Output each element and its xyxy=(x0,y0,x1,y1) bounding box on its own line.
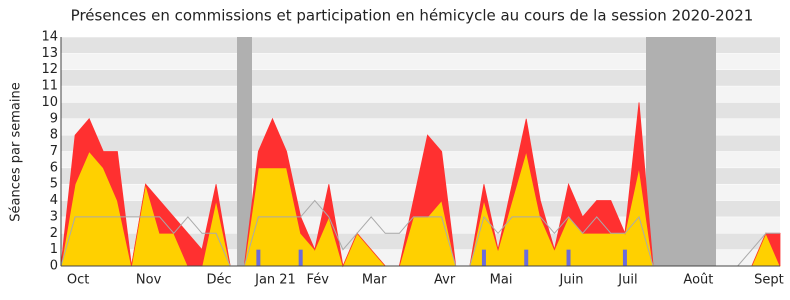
x-tick-label: Jan 21 xyxy=(254,273,296,288)
y-tick-label: 5 xyxy=(50,177,58,192)
x-tick-label: Mar xyxy=(362,273,387,288)
y-tick-label: 2 xyxy=(50,226,58,241)
holiday xyxy=(646,37,716,266)
y-tick-label: 1 xyxy=(50,242,58,257)
x-tick-label: Sept xyxy=(754,273,784,288)
y-tick-label: 3 xyxy=(50,209,58,224)
x-tick-label: Oct xyxy=(67,273,89,288)
y-tick-label: 14 xyxy=(41,30,58,45)
marker-bar xyxy=(298,249,303,266)
marker-bar xyxy=(622,249,627,266)
y-tick-label: 13 xyxy=(41,46,58,61)
marker-bar xyxy=(481,249,486,266)
x-tick-label: Juin xyxy=(559,273,584,288)
y-tick-label: 11 xyxy=(41,79,58,94)
x-tick-label: Avr xyxy=(434,273,456,288)
chart-title: Présences en commissions et participatio… xyxy=(71,7,754,25)
y-tick-label: 0 xyxy=(50,259,58,274)
y-tick-label: 6 xyxy=(50,160,58,175)
x-tick-label: Nov xyxy=(136,273,162,288)
marker-bar xyxy=(566,249,571,266)
y-tick-label: 12 xyxy=(41,62,58,77)
x-tick-label: Août xyxy=(683,273,713,288)
y-tick-label: 9 xyxy=(50,111,58,126)
x-tick-label: Juil xyxy=(617,273,637,288)
y-tick-label: 10 xyxy=(41,95,58,110)
marker-bar xyxy=(256,249,261,266)
x-tick-label: Déc xyxy=(207,273,232,288)
x-tick-label: Mai xyxy=(490,273,513,288)
marker-bar xyxy=(524,249,529,266)
y-tick-label: 4 xyxy=(50,193,58,208)
holiday xyxy=(237,37,252,266)
y-tick-label: 8 xyxy=(50,128,58,143)
x-tick-label: Fév xyxy=(307,273,330,288)
area xyxy=(60,102,781,268)
y-axis-label: Séances par semaine xyxy=(9,82,24,221)
y-tick-label: 7 xyxy=(50,144,58,159)
